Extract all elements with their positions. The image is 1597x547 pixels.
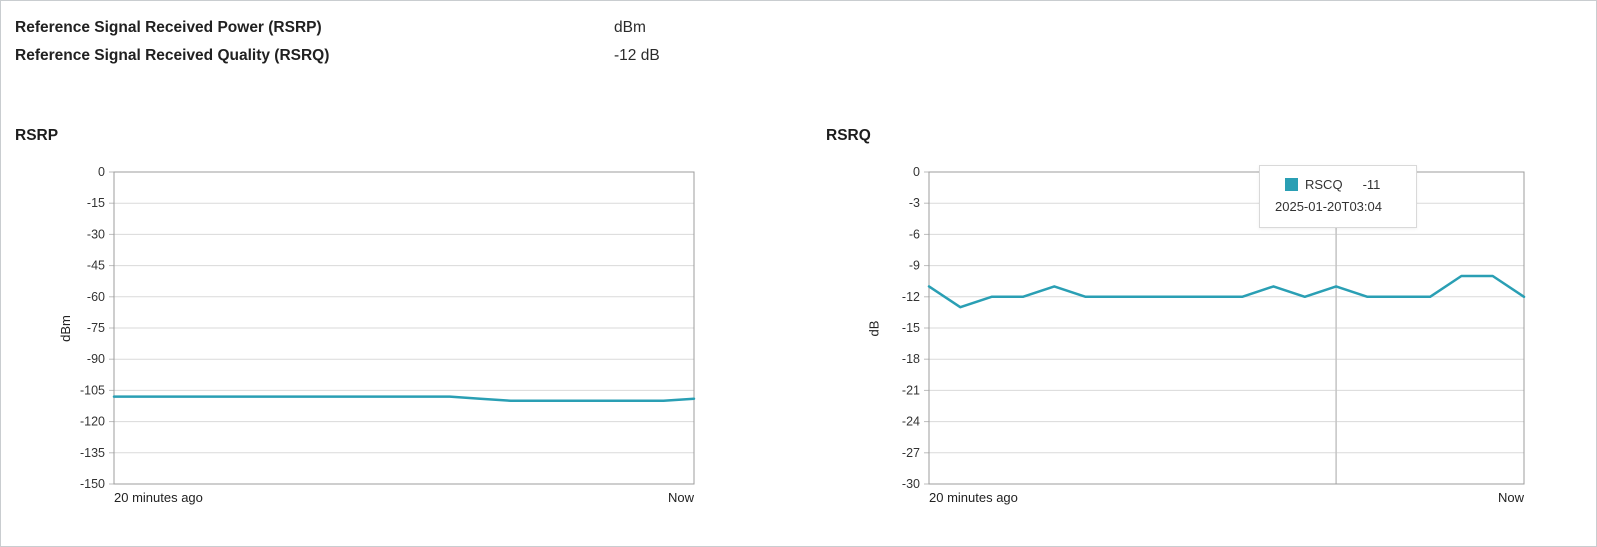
- tooltip-series-name: RSCQ: [1305, 177, 1343, 192]
- y-tick-label: -9: [909, 259, 920, 273]
- y-tick-label: -45: [87, 259, 105, 273]
- plot-border: [113, 171, 695, 485]
- series-color-swatch: [1285, 178, 1298, 191]
- y-tick-label: -120: [80, 415, 105, 429]
- chart-tooltip: RSCQ -11 2025-01-20T03:04: [1259, 165, 1417, 228]
- rsrp-x-axis: 20 minutes ago Now: [114, 490, 694, 505]
- info-value-rsrp: dBm: [614, 19, 646, 36]
- rsrp-chart-plot[interactable]: 0 -15 -30 -45 -60 -75 -90 -105 -120 -135 -150: [41, 162, 711, 497]
- rsrq-chart-plot[interactable]: 0 -3 -6 -9 -12 -15 -18 -21 -24 -27 -30: [856, 162, 1541, 497]
- x-axis-end-label: Now: [667, 490, 694, 505]
- y-tick-label: -15: [902, 321, 920, 335]
- x-axis-start-label: 20 minutes ago: [929, 490, 1018, 505]
- info-label-rsrp: Reference Signal Received Power (RSRP): [15, 19, 322, 36]
- y-tick-label: -75: [87, 321, 105, 335]
- rsrq-x-axis: 20 minutes ago Now: [929, 490, 1524, 505]
- rsrq-chart-title: RSRQ: [826, 127, 871, 144]
- y-tick-label: -21: [902, 383, 920, 397]
- y-tick-label: -24: [902, 415, 920, 429]
- x-axis-start-label: 20 minutes ago: [114, 490, 203, 505]
- info-value-rsrq: -12 dB: [614, 47, 660, 64]
- y-tick-label: -90: [87, 352, 105, 366]
- y-tick-label: -105: [80, 383, 105, 397]
- y-tick-label: 0: [98, 165, 105, 179]
- y-tick-label: -60: [87, 290, 105, 304]
- y-tick-label: -15: [87, 196, 105, 210]
- y-tick-label: -135: [80, 446, 105, 460]
- tooltip-value: -11: [1362, 177, 1381, 192]
- y-tick-label: -3: [909, 196, 920, 210]
- y-tick-label: -150: [80, 477, 105, 491]
- data-line: [927, 274, 1526, 309]
- y-tick-label: -27: [902, 446, 920, 460]
- plot-border: [928, 171, 1525, 485]
- y-tick-label: -18: [902, 352, 920, 366]
- y-tick-label: -30: [87, 227, 105, 241]
- tooltip-series-row: RSCQ -11: [1260, 166, 1416, 192]
- x-axis-end-label: Now: [1497, 490, 1524, 505]
- tooltip-timestamp: 2025-01-20T03:04: [1275, 199, 1382, 214]
- y-tick-label: 0: [913, 165, 920, 179]
- data-line: [112, 395, 696, 403]
- y-tick-label: -12: [902, 290, 920, 304]
- y-tick-label: -30: [902, 477, 920, 491]
- rsrp-chart-title: RSRP: [15, 127, 59, 144]
- y-tick-label: -6: [909, 227, 920, 241]
- info-label-rsrq: Reference Signal Received Quality (RSRQ): [15, 47, 330, 64]
